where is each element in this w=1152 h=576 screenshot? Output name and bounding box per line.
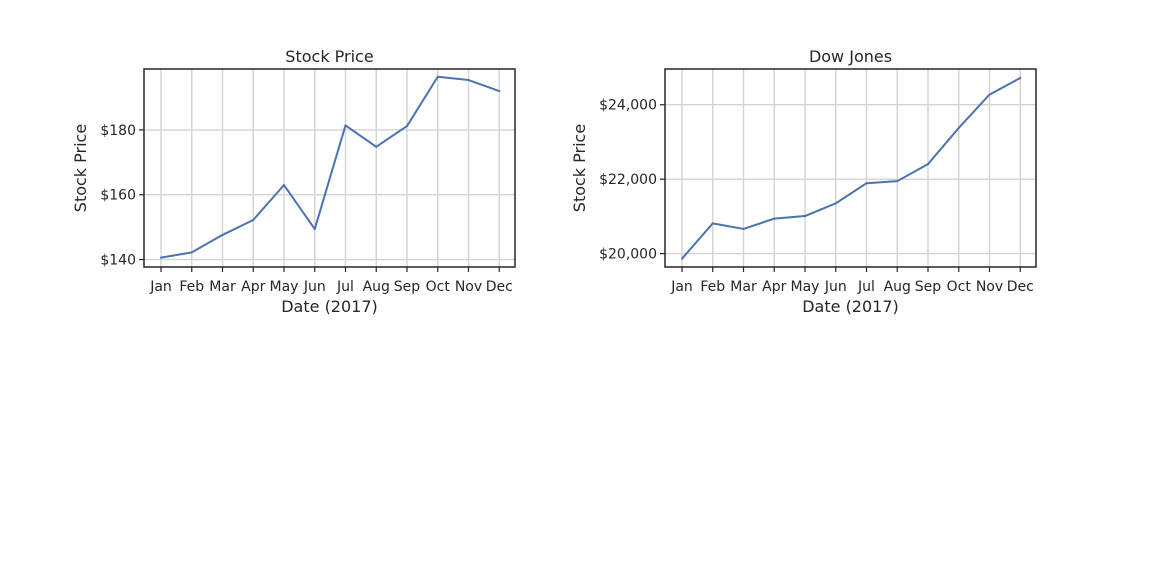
data-point (498, 90, 501, 93)
data-point (865, 182, 868, 185)
x-tick-label: Oct (426, 279, 451, 295)
x-tick-label: May (270, 279, 299, 295)
data-point (681, 257, 683, 260)
x-tick-label: Sep (915, 279, 942, 295)
x-tick-label: Jan (670, 279, 693, 295)
x-tick-label: May (791, 279, 820, 295)
data-point (467, 79, 470, 82)
data-point (313, 228, 316, 231)
x-axis-label: Date (2017) (802, 297, 899, 316)
chart-title: Stock Price (285, 47, 373, 66)
data-point (252, 219, 255, 222)
data-point (711, 222, 714, 225)
x-tick-label: Dec (486, 279, 513, 295)
y-axis-label: Stock Price (71, 124, 90, 212)
x-tick-label: Aug (884, 279, 911, 295)
data-point (344, 124, 347, 127)
dow-jones-chart: Dow Jones Date (2017) Stock Price Jan Feb… (570, 47, 1037, 316)
data-point (283, 184, 285, 187)
x-tick-label: Jun (303, 279, 326, 295)
series-line (681, 76, 1022, 260)
x-tick-label: Apr (241, 279, 265, 295)
x-tick-label: Mar (209, 279, 236, 295)
data-point (436, 75, 439, 78)
plot-frame (664, 68, 1037, 268)
data-point (160, 256, 162, 259)
y-tick-label: $160 (100, 188, 136, 204)
stock-price-chart: Stock Price Date (2017) Stock Price Jan F… (71, 47, 516, 316)
x-axis-label: Date (2017) (281, 297, 378, 316)
y-axis-label: Stock Price (570, 124, 589, 212)
x-tick-label: Oct (947, 279, 972, 295)
data-point (896, 180, 899, 183)
grid-lines (144, 69, 515, 267)
data-point (742, 227, 745, 230)
data-point (927, 163, 929, 166)
x-tick-label: Mar (730, 279, 757, 295)
grid-lines (665, 69, 1036, 267)
x-tick-label: Feb (700, 279, 725, 295)
x-tick-label: Dec (1007, 279, 1034, 295)
data-point (221, 233, 224, 236)
data-point (988, 93, 991, 96)
data-point (375, 145, 378, 148)
y-tick-label: $140 (100, 253, 136, 269)
x-tick-label: Jun (824, 279, 847, 295)
x-tick-label: Aug (363, 279, 390, 295)
data-point (406, 125, 408, 128)
data-point (773, 217, 776, 220)
y-tick-label: $22,000 (599, 172, 657, 188)
y-tick-label: $20,000 (599, 247, 657, 263)
x-tick-label: Jan (149, 279, 172, 295)
plot-frame (143, 68, 516, 268)
x-tick-label: Apr (762, 279, 786, 295)
x-tick-label: Jul (336, 279, 354, 295)
y-tick-label: $180 (100, 123, 136, 139)
chart-title: Dow Jones (809, 47, 892, 66)
y-tick-label: $24,000 (599, 98, 657, 114)
data-point (190, 251, 193, 254)
x-tick-label: Sep (394, 279, 421, 295)
data-point (957, 126, 960, 129)
x-tick-label: Nov (976, 279, 1003, 295)
data-point (834, 202, 837, 205)
x-tick-label: Feb (179, 279, 204, 295)
data-point (804, 215, 806, 218)
data-point (1019, 76, 1022, 79)
series-line (160, 75, 501, 259)
x-tick-label: Jul (857, 279, 875, 295)
x-tick-label: Nov (455, 279, 482, 295)
